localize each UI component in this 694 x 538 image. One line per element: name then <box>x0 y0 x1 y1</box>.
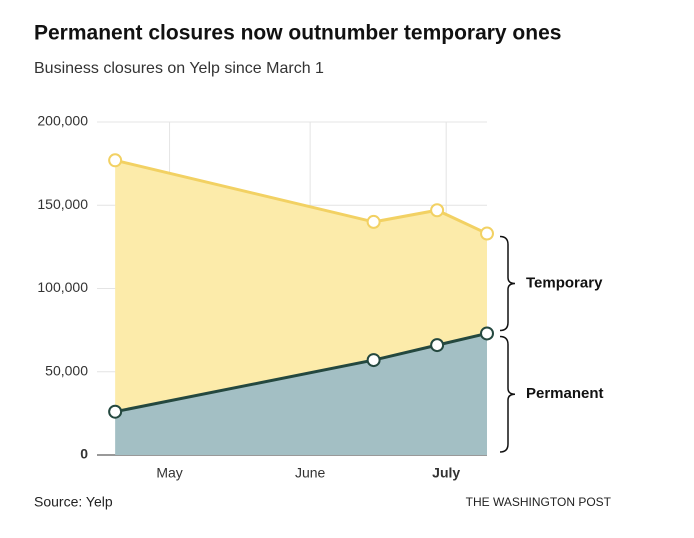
point <box>108 153 123 168</box>
source: Source: Yelp <box>34 494 113 510</box>
legend-label: Permanent <box>526 385 604 402</box>
credit: THE WASHINGTON POST <box>466 495 612 509</box>
area <box>115 333 488 455</box>
point <box>430 338 445 353</box>
point <box>480 226 494 241</box>
point <box>430 203 445 218</box>
point <box>480 326 494 341</box>
y-tick-label: 0 <box>80 446 88 462</box>
legend-brace <box>499 235 516 332</box>
area <box>115 160 488 412</box>
point <box>366 353 381 368</box>
chart-title: Permanent closures now outnumber tempora… <box>34 22 561 45</box>
x-tick-label: July <box>432 465 460 481</box>
line <box>114 158 488 235</box>
y-tick-label: 100,000 <box>37 279 88 295</box>
x-tick-label: June <box>295 465 326 481</box>
chart-subtitle: Business closures on Yelp since March 1 <box>34 60 324 77</box>
y-tick-label: 200,000 <box>37 113 88 129</box>
point <box>108 404 123 419</box>
line <box>114 331 488 414</box>
legend-label: Temporary <box>526 274 603 291</box>
point <box>366 214 381 229</box>
y-tick-label: 50,000 <box>45 362 88 378</box>
y-tick-label: 150,000 <box>37 196 88 212</box>
legend-brace <box>499 335 516 453</box>
x-tick-label: May <box>156 465 182 481</box>
